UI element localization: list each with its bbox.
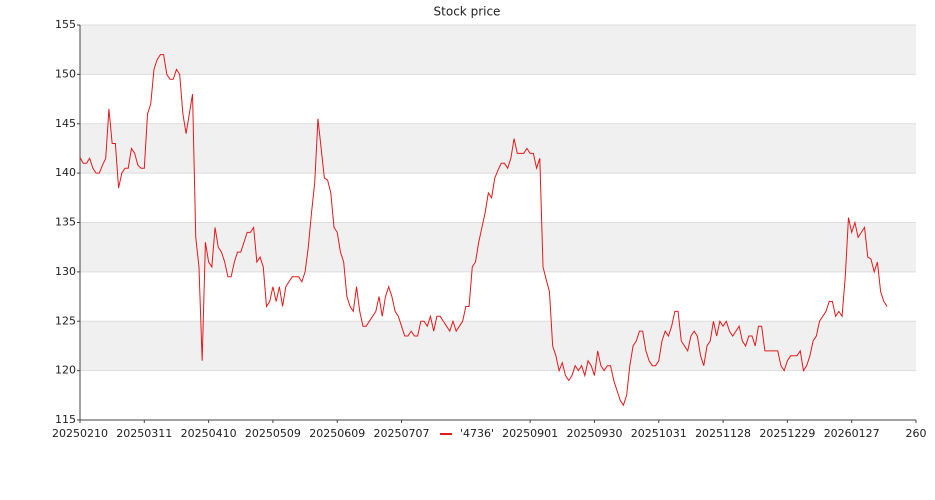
y-tick-label: 150 [55,67,76,80]
grid-band [80,25,916,75]
x-tick-label: 20250210 [52,427,108,440]
y-tick-label: 140 [55,166,76,179]
x-tick-label: 20250509 [245,427,301,440]
y-tick-label: 130 [55,265,76,278]
x-tick-label: 20251229 [759,427,815,440]
y-tick-label: 115 [55,413,76,426]
legend-label: '4736' [460,427,494,440]
x-tick-label: 260 [906,427,927,440]
x-tick-label: 20250609 [309,427,365,440]
x-tick-label: 20251031 [631,427,687,440]
y-tick-label: 125 [55,314,76,327]
y-tick-label: 155 [55,18,76,31]
grid-band [80,321,916,371]
x-tick-label: 20250707 [374,427,430,440]
x-tick-label: 20260127 [824,427,880,440]
price-line [79,54,888,407]
y-tick-label: 145 [55,117,76,130]
x-tick-label: 20251128 [695,427,751,440]
x-tick-label: 20250930 [566,427,622,440]
chart-title: Stock price [434,5,501,19]
grid-band [80,222,916,272]
y-tick-label: 120 [55,364,76,377]
x-tick-label: 20250901 [502,427,558,440]
x-tick-label: 20250410 [181,427,237,440]
grid-band [80,123,916,174]
y-tick-label: 135 [55,216,76,229]
x-tick-label: 20250311 [116,427,172,440]
